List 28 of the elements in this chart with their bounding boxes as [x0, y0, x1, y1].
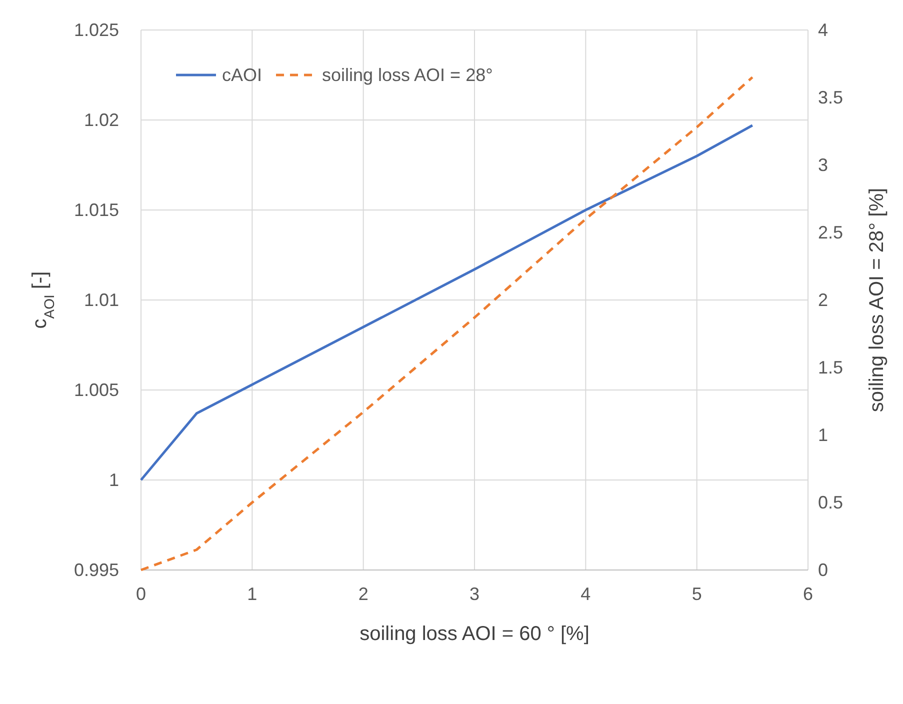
x-tick-label: 0	[136, 584, 146, 604]
legend-label: cAOI	[222, 65, 262, 85]
x-tick-label: 6	[802, 584, 814, 604]
line-series	[140, 124, 754, 482]
x-tick-label: 4	[580, 584, 591, 604]
y2-tick-label: 3	[818, 155, 828, 175]
y2-tick-label: 2.5	[818, 222, 844, 242]
y-tick-label: 1.005	[74, 380, 119, 400]
y2-tick-label: 4	[818, 20, 828, 40]
x-tick-label: 3	[469, 584, 480, 604]
y2-tick-label: 0	[818, 560, 828, 580]
y2-tick-label: 0.5	[818, 492, 844, 512]
y-tick-label: 1.02	[84, 110, 119, 130]
y-tick-label: 1.015	[74, 200, 119, 220]
y-tick-label: 1.01	[84, 290, 119, 310]
y2-tick-label: 1.5	[818, 358, 844, 378]
y2-tick-label: 3.5	[818, 88, 844, 108]
legend-label: soiling loss AOI = 28°	[322, 65, 493, 85]
x-tick-label: 1	[247, 584, 258, 604]
y2-tick-label: 1	[818, 425, 828, 445]
y-tick-label: 0.995	[74, 560, 119, 580]
x-axis-title: soiling loss AOI = 60 ° [%]	[360, 623, 590, 645]
x-tick-label: 2	[358, 584, 368, 604]
y-tick-label: 1	[108, 470, 119, 490]
x-tick-label: 5	[692, 584, 702, 604]
y-tick-label: 1.025	[74, 20, 119, 40]
y2-tick-label: 2	[818, 290, 828, 310]
y2-axis-title: soiling loss AOI = 28° [%]	[866, 188, 888, 412]
